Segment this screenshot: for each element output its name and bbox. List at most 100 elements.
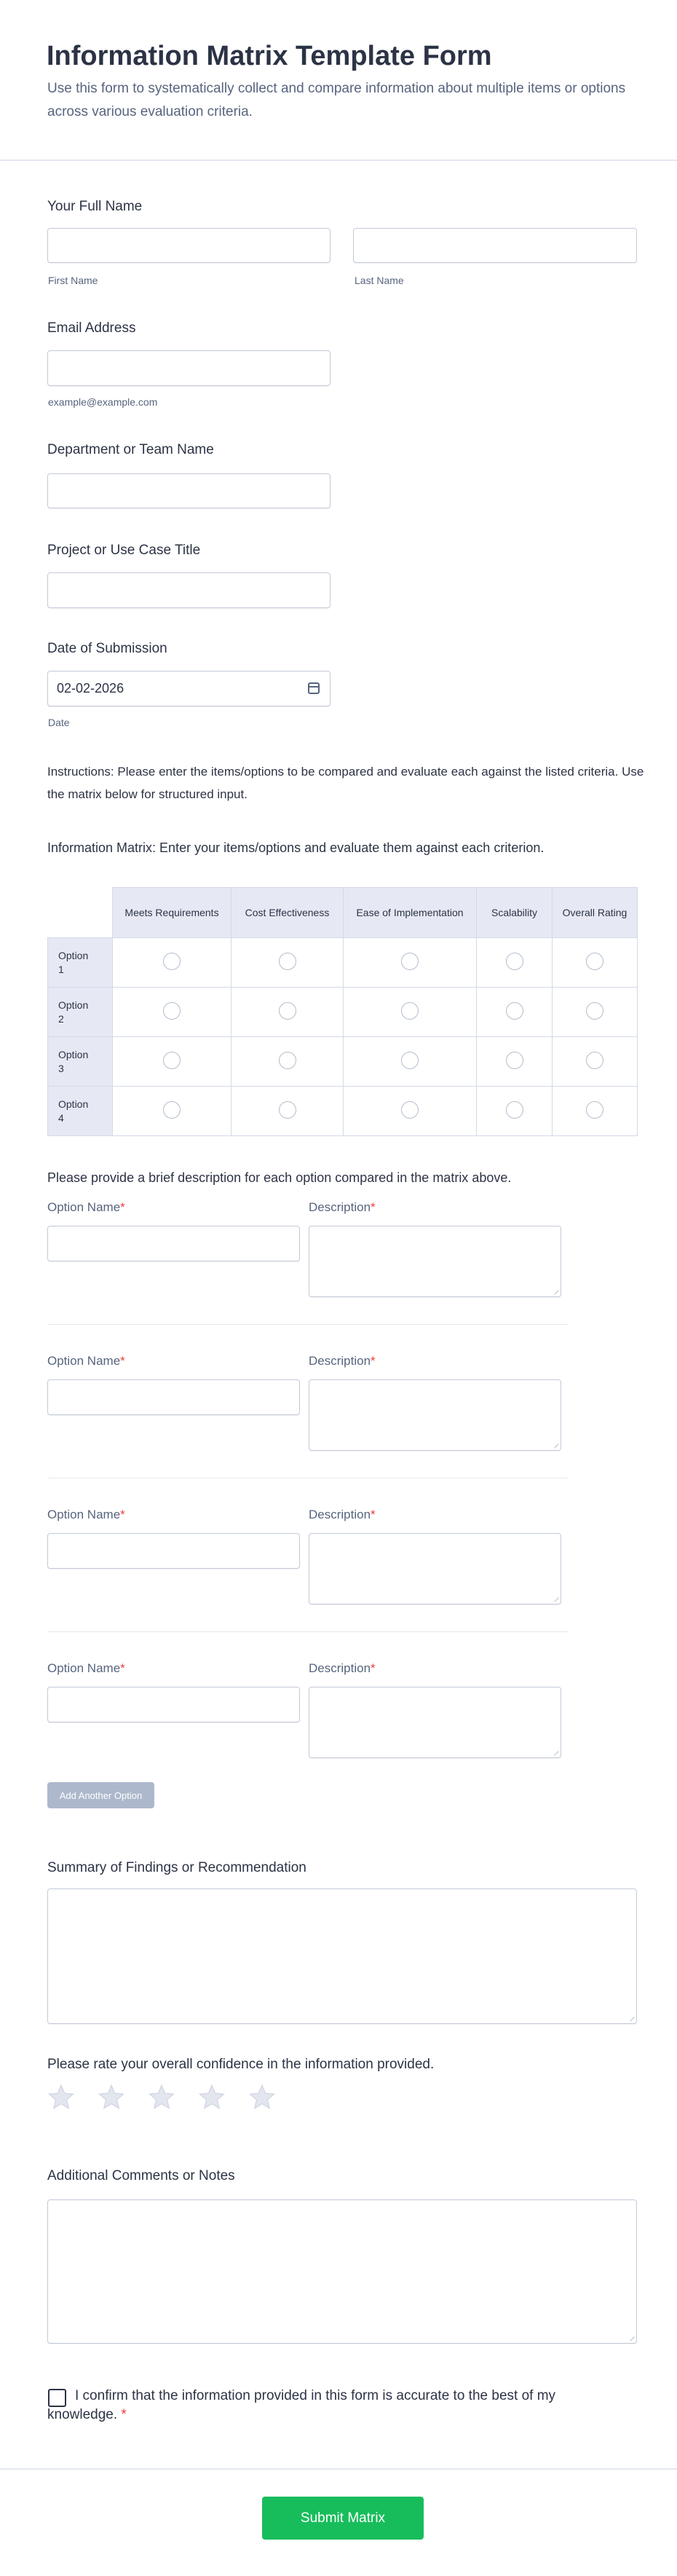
description-label: Description* [309, 1508, 376, 1522]
matrix-cell [231, 987, 344, 1037]
description-label-text: Description [309, 1508, 371, 1521]
description-label-text: Description [309, 1661, 371, 1675]
date-input[interactable]: 02-02-2026 [47, 671, 330, 706]
calendar-icon[interactable] [308, 682, 320, 694]
description-label-text: Description [309, 1200, 371, 1214]
option-name-label: Option Name* [47, 1661, 125, 1676]
matrix-radio[interactable] [401, 1052, 419, 1069]
required-mark: * [121, 2407, 127, 2422]
matrix-radio[interactable] [401, 1002, 419, 1020]
required-mark: * [120, 1508, 125, 1521]
required-mark: * [371, 1508, 376, 1521]
matrix-radio[interactable] [278, 1002, 296, 1020]
resize-handle-icon[interactable] [550, 1440, 559, 1449]
matrix-radio[interactable] [586, 1052, 603, 1069]
matrix-radio[interactable] [505, 1052, 523, 1069]
matrix-cell [112, 1036, 231, 1087]
matrix-row-header: Option 3 [47, 1036, 113, 1087]
matrix-radio[interactable] [163, 1052, 181, 1069]
full-name-label: Your Full Name [47, 199, 143, 214]
matrix-cell [552, 1036, 638, 1087]
rating-label: Please rate your overall confidence in t… [47, 2057, 435, 2072]
required-mark: * [371, 1200, 376, 1214]
matrix-column-header: Overall Rating [552, 887, 638, 938]
email-input[interactable] [47, 350, 330, 386]
matrix-radio[interactable] [505, 1002, 523, 1020]
comments-label: Additional Comments or Notes [47, 2168, 235, 2183]
resize-handle-icon[interactable] [550, 1594, 559, 1602]
add-another-option-button[interactable]: Add Another Option [47, 1782, 154, 1808]
option-name-input[interactable] [47, 1533, 300, 1569]
confirm-checkbox[interactable] [48, 2389, 66, 2407]
form-subtitle: Use this form to systematically collect … [47, 81, 626, 119]
option-name-label: Option Name* [47, 1200, 125, 1215]
star-icon[interactable] [47, 2084, 75, 2110]
option-name-label: Option Name* [47, 1508, 125, 1522]
options-heading: Please provide a brief description for e… [47, 1170, 512, 1185]
matrix-radio[interactable] [401, 1101, 419, 1119]
resize-handle-icon[interactable] [550, 1747, 559, 1756]
matrix-radio[interactable] [586, 1101, 603, 1119]
matrix-cell [231, 937, 344, 988]
option-divider [47, 1631, 569, 1632]
matrix-radio[interactable] [163, 1002, 181, 1020]
matrix-cell [343, 1036, 477, 1087]
matrix-radio[interactable] [586, 953, 603, 970]
option-name-input[interactable] [47, 1226, 300, 1261]
matrix-radio[interactable] [401, 953, 419, 970]
description-textarea[interactable] [309, 1533, 561, 1604]
matrix-column-header: Ease of Implementation [343, 887, 477, 938]
description-label: Description* [309, 1200, 376, 1215]
description-textarea[interactable] [309, 1379, 561, 1451]
matrix-radio[interactable] [163, 1101, 181, 1119]
resize-handle-icon[interactable] [550, 1286, 559, 1295]
option-name-label: Option Name* [47, 1354, 125, 1368]
description-textarea[interactable] [309, 1226, 561, 1297]
department-input[interactable] [47, 473, 330, 508]
project-label: Project or Use Case Title [47, 543, 201, 558]
first-name-input[interactable] [47, 228, 330, 263]
instructions-text: Instructions: Please enter the items/opt… [47, 765, 644, 801]
star-icon[interactable] [148, 2084, 175, 2110]
matrix-row: Option 2 [47, 987, 638, 1037]
footer-divider [0, 2468, 677, 2470]
option-name-label-text: Option Name [47, 1661, 121, 1675]
matrix-radio[interactable] [278, 953, 296, 970]
matrix-radio[interactable] [505, 1101, 523, 1119]
matrix-cell [343, 1086, 477, 1136]
star-icon[interactable] [198, 2084, 226, 2110]
matrix-row-header: Option 4 [47, 1086, 113, 1136]
matrix-radio[interactable] [505, 953, 523, 970]
matrix-cell [112, 937, 231, 988]
form-title: Information Matrix Template Form [47, 41, 492, 71]
matrix-row-header: Option 2 [47, 987, 113, 1037]
summary-textarea[interactable] [47, 1888, 637, 2024]
description-label-text: Description [309, 1354, 371, 1368]
matrix-cell [552, 1086, 638, 1136]
matrix-radio[interactable] [278, 1101, 296, 1119]
matrix-column-header: Scalability [476, 887, 553, 938]
matrix-radio[interactable] [278, 1052, 296, 1069]
comments-textarea[interactable] [47, 2199, 637, 2344]
option-divider [47, 1324, 569, 1325]
project-input[interactable] [47, 572, 330, 608]
last-name-input[interactable] [353, 228, 637, 263]
header-divider [0, 159, 677, 161]
submit-button[interactable]: Submit Matrix [262, 2497, 424, 2540]
option-name-input[interactable] [47, 1379, 300, 1415]
resize-handle-icon[interactable] [626, 2013, 635, 2022]
required-mark: * [120, 1661, 125, 1675]
first-name-sublabel: First Name [48, 275, 98, 286]
star-icon[interactable] [98, 2084, 125, 2110]
description-textarea[interactable] [309, 1687, 561, 1758]
description-label: Description* [309, 1354, 376, 1368]
star-icon[interactable] [248, 2084, 276, 2110]
department-label: Department or Team Name [47, 442, 214, 457]
email-label: Email Address [47, 320, 136, 336]
option-name-label-text: Option Name [47, 1200, 121, 1214]
matrix-radio[interactable] [586, 1002, 603, 1020]
matrix-radio[interactable] [163, 953, 181, 970]
option-name-input[interactable] [47, 1687, 300, 1722]
date-label: Date of Submission [47, 641, 167, 656]
resize-handle-icon[interactable] [626, 2333, 635, 2341]
